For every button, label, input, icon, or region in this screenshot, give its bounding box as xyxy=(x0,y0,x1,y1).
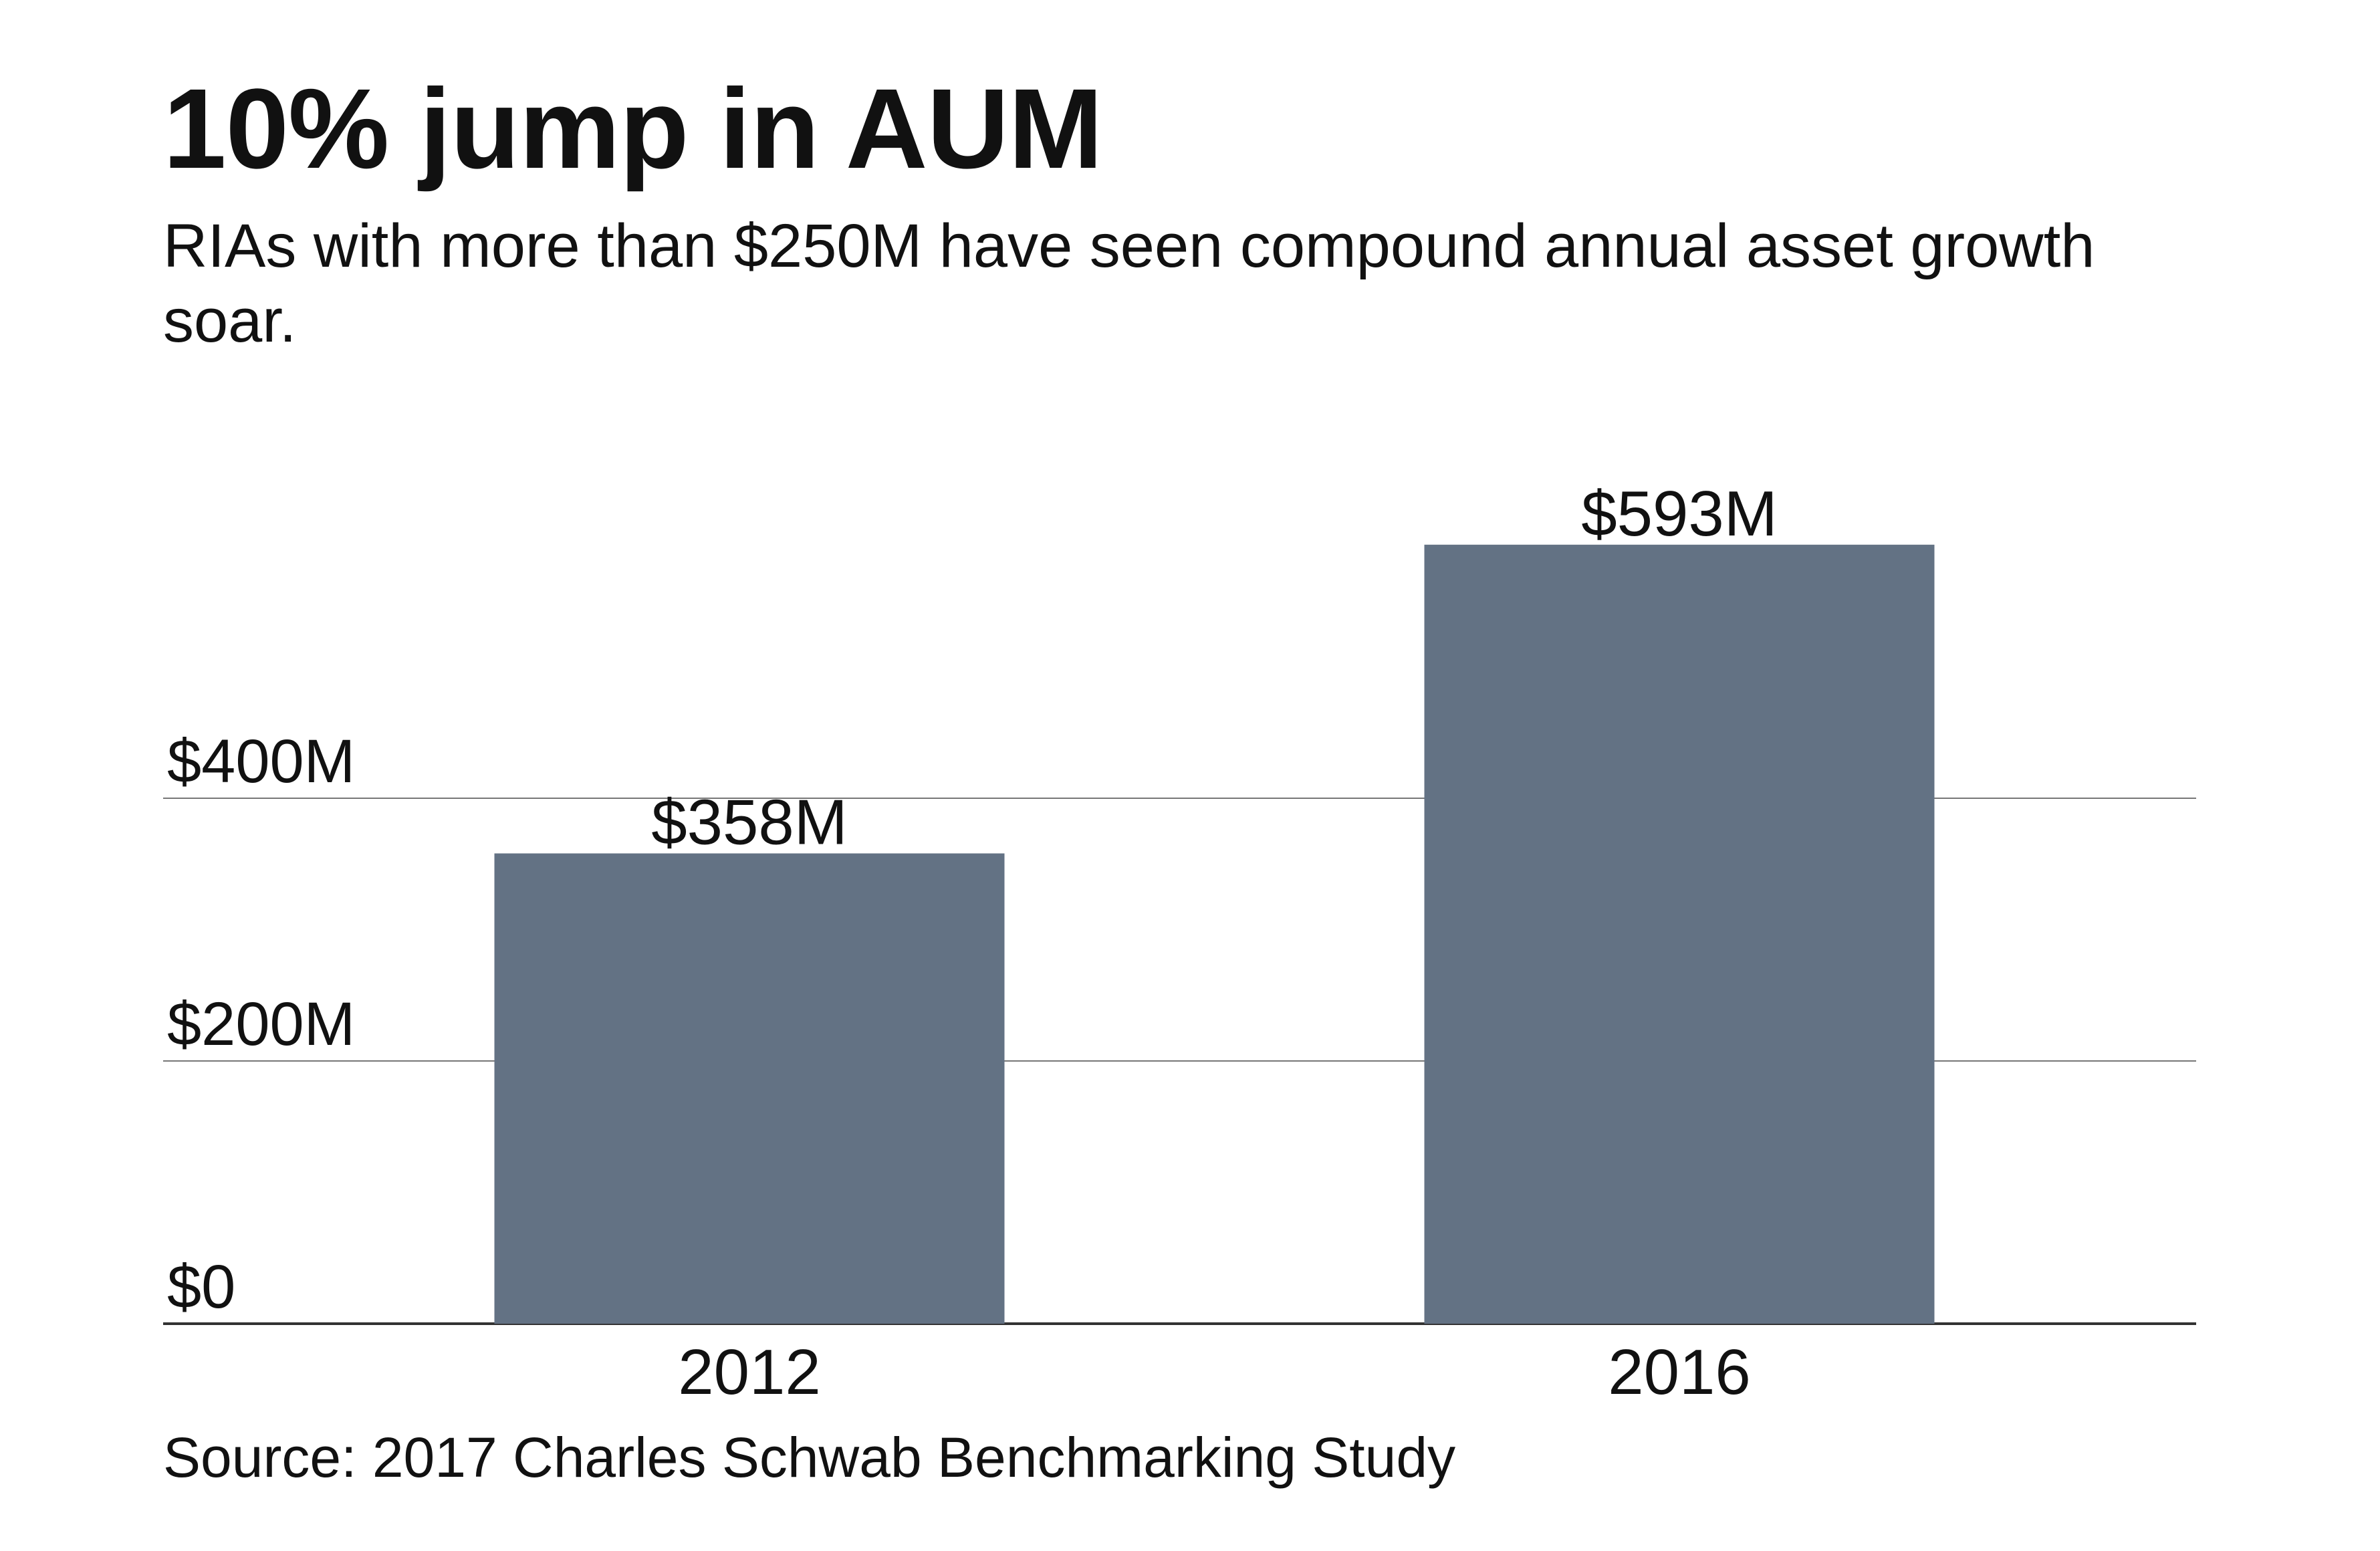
bars-group xyxy=(494,544,1935,1324)
x-tick-label: 2016 xyxy=(1608,1336,1751,1408)
data-label: $593M xyxy=(1581,478,1778,550)
x-tick-labels-group: 2012 2016 xyxy=(678,1336,1751,1408)
bar xyxy=(1424,544,1935,1324)
chart-title: 10% jump in AUM xyxy=(163,66,1103,193)
data-label: $358M xyxy=(651,787,848,858)
bar xyxy=(494,853,1005,1324)
y-tick-label: $0 xyxy=(167,1253,235,1321)
data-labels-group: $358M $593M xyxy=(651,478,1778,858)
y-tick-label: $200M xyxy=(167,990,355,1058)
y-tick-label: $400M xyxy=(167,727,355,796)
chart-subtitle: RIAs with more than $250M have seen comp… xyxy=(163,212,2095,355)
source-note: Source: 2017 Charles Schwab Benchmarking… xyxy=(163,1426,1456,1489)
x-tick-label: 2012 xyxy=(678,1336,821,1408)
y-tick-labels-group: $0 $200M $400M xyxy=(167,727,355,1321)
